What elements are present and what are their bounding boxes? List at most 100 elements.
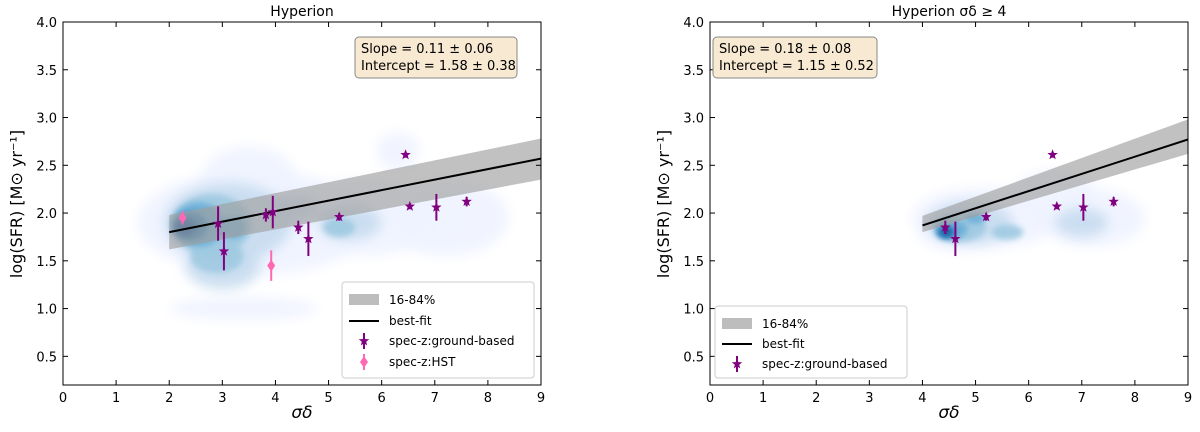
star-marker <box>461 196 472 207</box>
legend-star-swatch <box>731 356 743 372</box>
y-tick-label: 0.5 <box>683 350 704 365</box>
ground-based-point <box>950 221 961 257</box>
x-tick-label: 2 <box>812 391 820 406</box>
x-tick-label: 6 <box>378 391 386 406</box>
x-tick-label: 3 <box>865 391 873 406</box>
legend-label: 16-84% <box>762 317 808 331</box>
legend-label: best-fit <box>762 337 805 351</box>
diamond-marker <box>178 211 187 224</box>
intercept-text: Intercept = 1.58 ± 0.38 <box>361 59 516 74</box>
legend-label: 16-84% <box>389 293 435 307</box>
ground-based-point <box>293 220 304 235</box>
y-tick-label: 3.0 <box>36 112 57 127</box>
density-blob <box>323 217 356 237</box>
ground-based-point <box>461 196 472 207</box>
x-axis-label: σδ <box>938 403 959 423</box>
panel-hyperion-sigma-ge-4: 0 1 2 3 4 5 6 7 8 9 0.5 1.0 1.5 2.0 2.5 3.0 3.5 4.0 Hype… <box>654 4 1192 423</box>
x-tick-label: 1 <box>759 391 767 406</box>
annotation-box: Slope = 0.11 ± 0.06 Intercept = 1.58 ± 0… <box>354 36 518 79</box>
ground-based-point <box>267 195 279 229</box>
x-tick-label: 1 <box>112 391 120 406</box>
x-tick-label: 9 <box>1184 391 1192 406</box>
panel-hyperion: 0 1 2 3 4 5 6 7 8 9 0.5 1.0 1.5 2.0 2.5 3.0 3.5 4.0 Hype… <box>7 4 545 423</box>
star-marker <box>1078 201 1089 212</box>
x-tick-label: 6 <box>1025 391 1033 406</box>
y-tick-label: 1.5 <box>683 255 704 270</box>
ground-based-point <box>260 208 272 222</box>
legend-star-swatch <box>358 333 370 349</box>
legend-label: spec-z:HST <box>389 355 456 369</box>
ground-based-point <box>980 211 992 222</box>
x-tick-label: 5 <box>971 391 979 406</box>
ground-based-point <box>218 232 230 271</box>
ground-based-point <box>1078 193 1089 221</box>
x-tick-label: 5 <box>324 391 332 406</box>
star-marker <box>940 221 951 232</box>
star-marker <box>267 206 279 217</box>
x-tick-label: 7 <box>431 391 439 406</box>
ground-based-point <box>1108 196 1119 207</box>
ground-based-point <box>333 211 345 222</box>
density-blob <box>376 131 419 171</box>
star-marker <box>212 218 224 229</box>
ground-based-point <box>303 221 314 257</box>
star-marker <box>1051 200 1063 211</box>
density-blob <box>169 297 318 321</box>
y-tick-label: 1.5 <box>36 255 57 270</box>
ground-based-point <box>431 193 442 221</box>
legend: 16-84% best-fit spec-z:ground-based <box>714 305 908 379</box>
star-marker <box>1108 196 1119 207</box>
star-marker <box>218 245 230 256</box>
annotation-box: Slope = 0.18 ± 0.08 Intercept = 1.15 ± 0… <box>712 36 878 79</box>
x-tick-label: 7 <box>1078 391 1086 406</box>
legend: 16-84% best-fit spec-z:ground-based spec… <box>341 281 535 379</box>
y-tick-label: 2.0 <box>36 207 57 222</box>
y-tick-label: 3.5 <box>683 64 704 79</box>
slope-text: Slope = 0.11 ± 0.06 <box>361 42 493 57</box>
legend-label: spec-z:ground-based <box>389 334 515 348</box>
y-tick-label: 3.0 <box>683 112 704 127</box>
y-tick-label: 0.5 <box>36 350 57 365</box>
star-marker <box>1047 149 1058 160</box>
x-tick-label: 2 <box>165 391 173 406</box>
y-tick-label: 4.0 <box>36 16 57 31</box>
diamond-marker <box>267 259 276 272</box>
chart-title: Hyperion <box>270 4 333 20</box>
hst-point <box>178 211 187 225</box>
legend-label: spec-z:ground-based <box>762 357 888 371</box>
density-blob <box>190 238 244 274</box>
x-tick-label: 8 <box>1131 391 1139 406</box>
legend-band-swatch <box>349 294 379 305</box>
y-tick-label: 2.5 <box>683 159 704 174</box>
star-marker <box>404 200 416 211</box>
y-axis-label: log(SFR) [M⊙ yr⁻¹] <box>7 130 26 278</box>
legend-band-swatch <box>722 318 752 329</box>
y-tick-label: 1.0 <box>36 303 57 318</box>
plot-frame <box>709 21 1189 386</box>
star-marker <box>260 209 272 220</box>
legend-diamond-swatch <box>360 354 368 370</box>
ground-based-point <box>404 200 416 211</box>
x-axis-label: σδ <box>291 403 312 423</box>
x-tick-label: 3 <box>218 391 226 406</box>
best-fit-line <box>922 138 1188 227</box>
ground-based-point <box>1051 200 1063 211</box>
x-tick-label: 4 <box>918 391 926 406</box>
star-marker <box>950 233 961 244</box>
plot-frame <box>62 21 542 386</box>
star-marker <box>980 211 992 222</box>
star-marker <box>400 149 411 160</box>
chart-title: Hyperion σδ ≥ 4 <box>892 4 1007 20</box>
x-tick-label: 4 <box>271 391 279 406</box>
x-tick-label: 0 <box>59 391 67 406</box>
x-tick-label: 0 <box>706 391 714 406</box>
density-blob <box>991 224 1024 240</box>
y-tick-label: 4.0 <box>683 16 704 31</box>
slope-text: Slope = 0.18 ± 0.08 <box>719 42 851 57</box>
x-tick-label: 9 <box>537 391 545 406</box>
best-fit-line <box>169 157 541 234</box>
star-marker <box>333 211 345 222</box>
y-tick-label: 3.5 <box>36 64 57 79</box>
ground-based-point <box>940 220 951 235</box>
x-tick-label: 8 <box>484 391 492 406</box>
